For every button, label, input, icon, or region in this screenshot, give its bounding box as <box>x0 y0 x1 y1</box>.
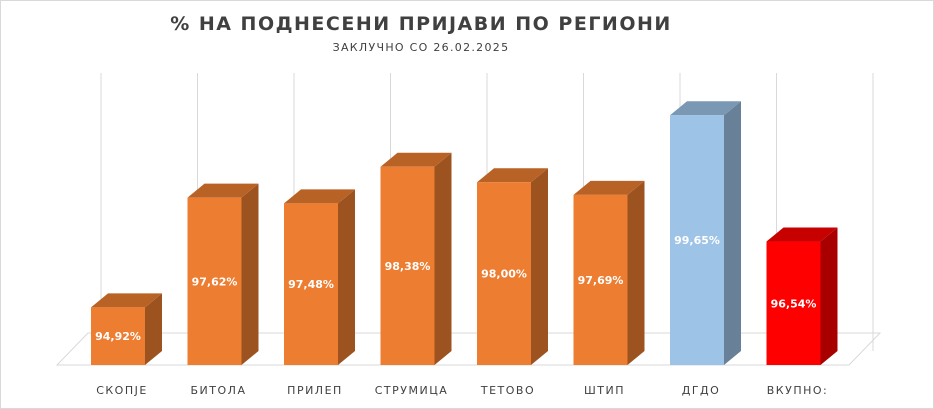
bar-side <box>820 227 838 365</box>
data-label: 97,69% <box>578 274 624 287</box>
bar-side <box>531 168 548 365</box>
bar <box>284 203 338 365</box>
bar-top <box>477 168 548 183</box>
bar-top <box>284 189 355 204</box>
bar-top <box>766 227 838 242</box>
chart-subtitle: ЗАКЛУЧНО СО 26.02.2025 <box>332 41 510 54</box>
chart-floor <box>55 332 882 366</box>
data-label: 97,62% <box>192 275 238 288</box>
bar-side <box>145 293 162 365</box>
bar <box>573 194 628 365</box>
data-label: 98,38% <box>385 260 431 273</box>
bar-side <box>627 180 645 365</box>
bar <box>187 197 242 365</box>
x-tick-label: ТЕТОВО <box>480 384 535 397</box>
x-tick-label: ПРИЛЕП <box>287 384 343 397</box>
x-tick-label: ВКУПНО: <box>767 384 828 397</box>
bar-top <box>573 180 645 195</box>
bar <box>766 241 821 365</box>
data-label: 99,65% <box>674 234 720 247</box>
bar-top <box>187 183 259 198</box>
bar <box>91 307 145 365</box>
bar-top <box>91 293 162 308</box>
bar-side <box>241 183 259 365</box>
bar-side <box>434 152 452 365</box>
data-label: 97,48% <box>288 278 334 291</box>
bar-top <box>380 152 452 167</box>
data-label: 94,92% <box>95 330 141 343</box>
x-tick-label: ШТИП <box>584 384 625 397</box>
x-tick-label: СКОПЈЕ <box>96 384 148 397</box>
bar <box>380 166 435 365</box>
bar-top <box>670 101 741 116</box>
bar <box>670 115 724 365</box>
x-tick-label: СТРУМИЦА <box>375 384 449 397</box>
data-label: 96,54% <box>771 297 817 310</box>
x-tick-label: БИТОЛА <box>191 384 247 397</box>
bar-side <box>724 101 741 365</box>
bar <box>477 182 531 365</box>
chart-title: % НА ПОДНЕСЕНИ ПРИЈАВИ ПО РЕГИОНИ <box>170 13 672 35</box>
x-tick-label: ДГДО <box>682 384 721 397</box>
bar-side <box>338 189 355 365</box>
data-label: 98,00% <box>481 268 527 281</box>
